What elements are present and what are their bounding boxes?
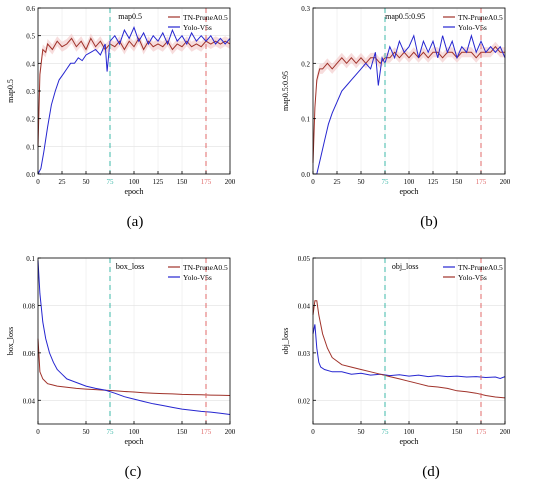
x-tick-label: 75 xyxy=(107,178,115,186)
legend-label-1: Yolo-V5s xyxy=(183,273,212,282)
x-tick-label: 0 xyxy=(36,178,40,186)
y-tick-label: 0.4 xyxy=(26,60,35,68)
x-tick-label: 25 xyxy=(334,178,342,186)
legend-label-1: Yolo-V5s xyxy=(458,273,487,282)
caption-c: (c) xyxy=(124,464,142,480)
x-tick-label: 50 xyxy=(358,178,366,186)
x-tick-label: 50 xyxy=(83,428,91,436)
chart-title: map0.5 xyxy=(118,12,142,21)
x-tick-label: 125 xyxy=(428,178,439,186)
x-tick-label: 50 xyxy=(358,428,366,436)
y-axis-label: map0.5 xyxy=(6,79,15,103)
series-line-0 xyxy=(37,338,231,396)
y-tick-label: 0.08 xyxy=(23,302,36,310)
x-tick-label: 200 xyxy=(500,178,511,186)
legend-label-0: TN-PruneA0.5 xyxy=(183,263,228,272)
legend-label-0: TN-PruneA0.5 xyxy=(458,13,503,22)
chart-panel-c: 0.04 0.06 0.08 0.1 0 50 75 100 150 175 200 epoch box… xyxy=(0,250,275,455)
x-tick-label: 175 xyxy=(201,428,212,436)
x-tick-label: 125 xyxy=(153,178,164,186)
x-tick-label: 175 xyxy=(476,178,487,186)
series-line-1 xyxy=(312,300,506,399)
legend-label-1: Yolo-V5s xyxy=(458,23,487,32)
series-line-1 xyxy=(37,260,231,415)
y-axis-label: box_loss xyxy=(6,327,15,355)
x-axis-label: epoch xyxy=(124,187,143,196)
x-tick-label: 100 xyxy=(129,428,140,436)
series-line-0 xyxy=(37,37,231,147)
y-tick-label: 0.03 xyxy=(298,350,311,358)
y-tick-label: 0.02 xyxy=(298,397,311,405)
chart-title: obj_loss xyxy=(392,262,419,271)
chart-title: map0.5:0.95 xyxy=(385,12,425,21)
y-tick-label: 0.04 xyxy=(23,397,36,405)
caption-a: (a) xyxy=(126,214,144,230)
x-axis-label: epoch xyxy=(124,437,143,446)
chart-b-svg: 0.0 0.1 0.2 0.3 0 25 50 75 100 125 150 175 200 epoch m… xyxy=(281,5,511,196)
chart-title: box_loss xyxy=(116,262,144,271)
y-axis-label: map0.5:0.95 xyxy=(281,71,290,111)
legend-label-0: TN-PruneA0.5 xyxy=(458,263,503,272)
legend-label-0: TN-PruneA0.5 xyxy=(183,13,228,22)
series-band-0 xyxy=(38,33,230,152)
y-tick-label: 0.2 xyxy=(301,60,310,68)
chart-c-svg: 0.04 0.06 0.08 0.1 0 50 75 100 150 175 200 epoch box… xyxy=(6,255,236,446)
chart-d-svg: 0.02 0.03 0.04 0.05 0 50 75 100 150 175 200 epoch ob… xyxy=(281,255,511,446)
y-tick-label: 0.0 xyxy=(26,171,35,179)
x-tick-label: 150 xyxy=(177,428,188,436)
x-tick-label: 0 xyxy=(311,428,315,436)
series-line-1 xyxy=(313,33,506,175)
y-tick-label: 0.3 xyxy=(301,5,310,13)
y-tick-label: 0.06 xyxy=(23,350,36,358)
legend-label-1: Yolo-V5s xyxy=(183,23,212,32)
caption-b: (b) xyxy=(420,214,438,230)
series-line-0 xyxy=(312,324,506,380)
y-tick-label: 0.1 xyxy=(26,255,35,263)
x-tick-label: 0 xyxy=(36,428,40,436)
y-tick-label: 0.2 xyxy=(26,116,35,124)
y-tick-label: 0.1 xyxy=(26,143,35,151)
y-tick-label: 0.0 xyxy=(301,171,310,179)
chart-panel-b: 0.0 0.1 0.2 0.3 0 25 50 75 100 125 150 175 200 epoch m… xyxy=(275,0,550,205)
y-axis-label: obj_loss xyxy=(281,328,290,355)
x-tick-label: 100 xyxy=(404,428,415,436)
x-tick-label: 150 xyxy=(177,178,188,186)
caption-d: (d) xyxy=(422,464,440,480)
x-tick-label: 50 xyxy=(83,178,91,186)
series-line-1 xyxy=(37,26,231,175)
x-tick-label: 75 xyxy=(107,428,115,436)
chart-panel-a: 0.0 0.1 0.2 0.3 0.4 0.5 0.6 0 25 50 75 100 125 150 175… xyxy=(0,0,275,205)
x-tick-label: 100 xyxy=(129,178,140,186)
chart-panel-d: 0.02 0.03 0.04 0.05 0 50 75 100 150 175 200 epoch ob… xyxy=(275,250,550,455)
y-tick-label: 0.5 xyxy=(26,33,35,41)
x-tick-label: 200 xyxy=(225,178,236,186)
y-tick-label: 0.6 xyxy=(26,5,35,13)
y-tick-label: 0.04 xyxy=(298,302,311,310)
x-tick-label: 175 xyxy=(201,178,212,186)
x-axis-label: epoch xyxy=(399,187,418,196)
x-tick-label: 150 xyxy=(452,178,463,186)
x-tick-label: 100 xyxy=(404,178,415,186)
y-tick-label: 0.1 xyxy=(301,116,310,124)
x-tick-label: 175 xyxy=(476,428,487,436)
x-tick-label: 0 xyxy=(311,178,315,186)
x-tick-label: 25 xyxy=(59,178,67,186)
series-band-0 xyxy=(313,41,505,168)
x-tick-label: 150 xyxy=(452,428,463,436)
x-tick-label: 75 xyxy=(382,178,390,186)
y-tick-label: 0.3 xyxy=(26,88,35,96)
y-tick-label: 0.05 xyxy=(298,255,311,263)
chart-a-svg: 0.0 0.1 0.2 0.3 0.4 0.5 0.6 0 25 50 75 100 125 150 175… xyxy=(6,5,236,196)
x-axis-label: epoch xyxy=(399,437,418,446)
x-tick-label: 75 xyxy=(382,428,390,436)
x-tick-label: 200 xyxy=(500,428,511,436)
x-tick-label: 200 xyxy=(225,428,236,436)
